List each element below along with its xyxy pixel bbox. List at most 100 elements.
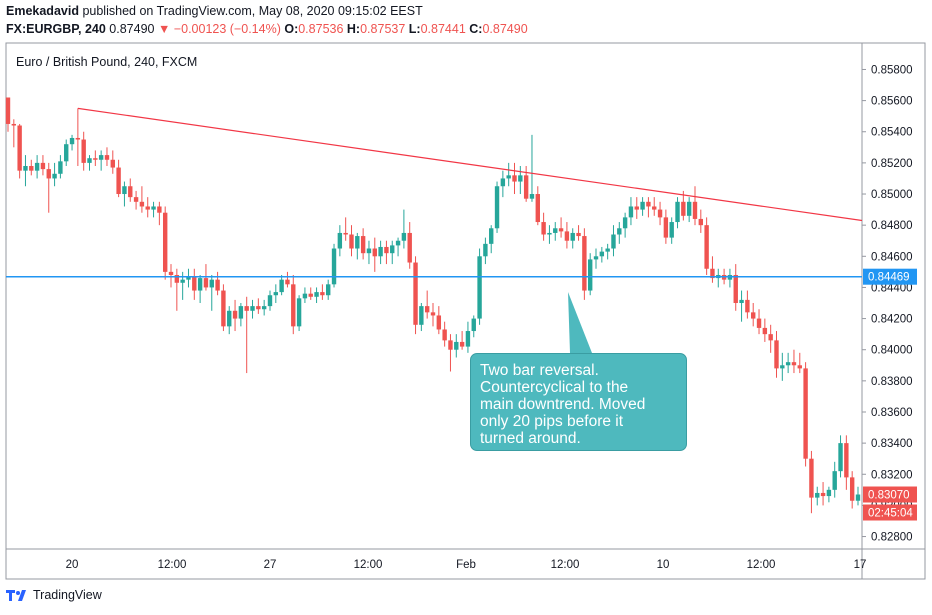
candle [279,274,284,296]
candle [34,155,40,179]
price-axis[interactable]: 0.85800 0.85600 0.85400 0.85200 0.85000 0.848… [862,64,917,544]
candle [716,268,721,288]
candle-body [75,137,81,140]
candle [128,178,133,202]
candle-body [448,340,453,350]
candle [791,349,797,374]
candle-body [314,292,319,297]
candle [471,315,476,338]
candle [366,240,372,265]
callout-line: turned around. [480,430,581,447]
candle [576,225,581,241]
candle [628,197,634,226]
candle [209,274,214,311]
candle-body [232,310,238,319]
candle-body [605,248,610,252]
candle [87,155,92,171]
candle-body [110,159,115,168]
candle [640,197,645,216]
candle [331,243,337,288]
candle [820,482,826,506]
candle [401,209,407,249]
candle [465,321,471,353]
price-tick-label: 0.85400 [871,127,913,139]
candle [774,331,779,378]
time-tick-label: 17 [854,559,867,571]
candle-body [791,362,797,366]
candle [81,131,86,171]
candle-body [296,298,302,327]
candle [215,271,220,296]
candle [256,298,261,314]
candle-body [657,209,663,218]
candle [704,217,709,275]
annotation-callout[interactable]: Two bar reversal. Countercyclical to the… [470,353,687,451]
price-tick-label: 0.84600 [871,251,913,263]
price-tick-label: 0.83800 [871,376,913,388]
candle [832,461,837,498]
footer-brand[interactable]: TradingView [6,588,102,602]
candle-body [739,299,744,304]
candle-body [844,443,849,478]
candle-body [797,365,802,369]
candle [267,290,273,311]
candle [681,190,686,221]
candle-body [500,178,506,187]
candle-body [733,274,738,304]
time-axis[interactable]: 20 12:00 27 12:00 Feb 12:00 10 12:00 17 [66,559,867,571]
candle-body [162,212,168,272]
candle [844,435,849,490]
candle-body [203,278,209,288]
candle-body [512,175,517,182]
candle-body [785,362,791,366]
candle [733,264,738,311]
candle-body [52,173,57,179]
candle-body [157,206,162,213]
candle-body [535,194,540,223]
candle-body [279,279,284,293]
candle [675,197,680,229]
close-label: C: [469,22,483,36]
candle-body [302,293,308,299]
candle-body [291,284,296,327]
candle [343,217,348,241]
candle-body [489,228,494,244]
candle [407,222,412,269]
candle-body [454,341,459,350]
candle-body [553,228,558,233]
candle-body [529,194,535,199]
candles-group [5,97,861,514]
candle-body [634,206,639,210]
candle-body [64,144,69,162]
candle [308,287,313,300]
symbol-label: FX:EURGBP, 240 [6,22,106,36]
time-tick-label: Feb [456,559,476,571]
candle [116,159,121,198]
candle [151,201,156,218]
candle-body [285,279,290,285]
low-value: 0.87441 [420,22,466,36]
price-tick-label: 0.82800 [871,532,913,544]
candle [582,228,587,300]
candle-body [360,236,366,254]
candle [652,197,657,216]
candle [360,228,366,260]
candle [372,237,377,272]
trend-line[interactable] [77,107,863,222]
candle [430,303,436,327]
candle-body [756,318,762,328]
candle [58,155,63,179]
candle-body [564,231,570,241]
candle-body [174,274,180,283]
candle-body [576,232,581,237]
candle [11,119,17,148]
publish-info: Emekadavid published on TradingView.com,… [6,4,423,18]
candle [227,306,232,335]
close-value: 0.87490 [482,22,528,36]
candle [459,331,465,350]
author-name[interactable]: Emekadavid [6,4,79,18]
candle-body [81,139,86,163]
candle [273,284,279,304]
candle [523,165,529,202]
